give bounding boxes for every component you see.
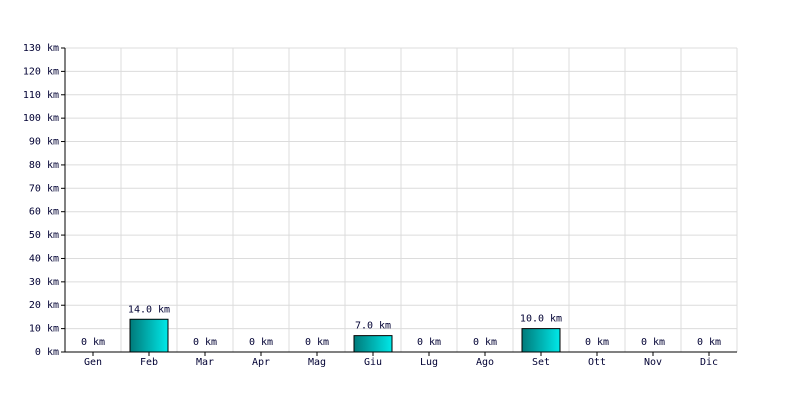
- value-label: 14.0 km: [128, 304, 170, 315]
- value-label: 0 km: [305, 337, 329, 348]
- y-tick-label: 10 km: [29, 324, 59, 335]
- x-tick-label: Lug: [420, 357, 438, 368]
- y-tick-label: 120 km: [23, 66, 59, 77]
- y-tick-label: 30 km: [29, 277, 59, 288]
- y-tick-label: 80 km: [29, 160, 59, 171]
- value-label: 0 km: [585, 337, 609, 348]
- x-tick-label: Giu: [364, 357, 382, 368]
- y-tick-label: 40 km: [29, 253, 59, 264]
- x-tick-label: Dic: [700, 357, 718, 368]
- x-tick-label: Apr: [252, 357, 270, 368]
- value-label: 0 km: [417, 337, 441, 348]
- value-label: 0 km: [697, 337, 721, 348]
- y-tick-label: 60 km: [29, 207, 59, 218]
- value-label: 10.0 km: [520, 314, 562, 325]
- value-label: 0 km: [641, 337, 665, 348]
- y-tick-label: 130 km: [23, 43, 59, 54]
- x-tick-label: Nov: [644, 357, 662, 368]
- value-label: 0 km: [81, 337, 105, 348]
- x-tick-label: Feb: [140, 357, 158, 368]
- y-tick-label: 20 km: [29, 300, 59, 311]
- value-label: 0 km: [249, 337, 273, 348]
- y-tick-label: 100 km: [23, 113, 59, 124]
- x-tick-label: Mag: [308, 357, 326, 368]
- x-tick-label: Mar: [196, 357, 214, 368]
- y-tick-label: 110 km: [23, 90, 59, 101]
- bar: [129, 318, 169, 353]
- value-label: 7.0 km: [355, 321, 391, 332]
- y-tick-label: 90 km: [29, 137, 59, 148]
- y-tick-label: 0 km: [35, 347, 59, 358]
- bar: [353, 335, 393, 353]
- y-tick-label: 50 km: [29, 230, 59, 241]
- x-tick-label: Ott: [588, 357, 606, 368]
- x-tick-label: Gen: [84, 357, 102, 368]
- bar: [521, 328, 561, 353]
- x-tick-label: Ago: [476, 357, 494, 368]
- x-tick-label: Set: [532, 357, 550, 368]
- value-label: 0 km: [473, 337, 497, 348]
- y-tick-label: 70 km: [29, 183, 59, 194]
- value-label: 0 km: [193, 337, 217, 348]
